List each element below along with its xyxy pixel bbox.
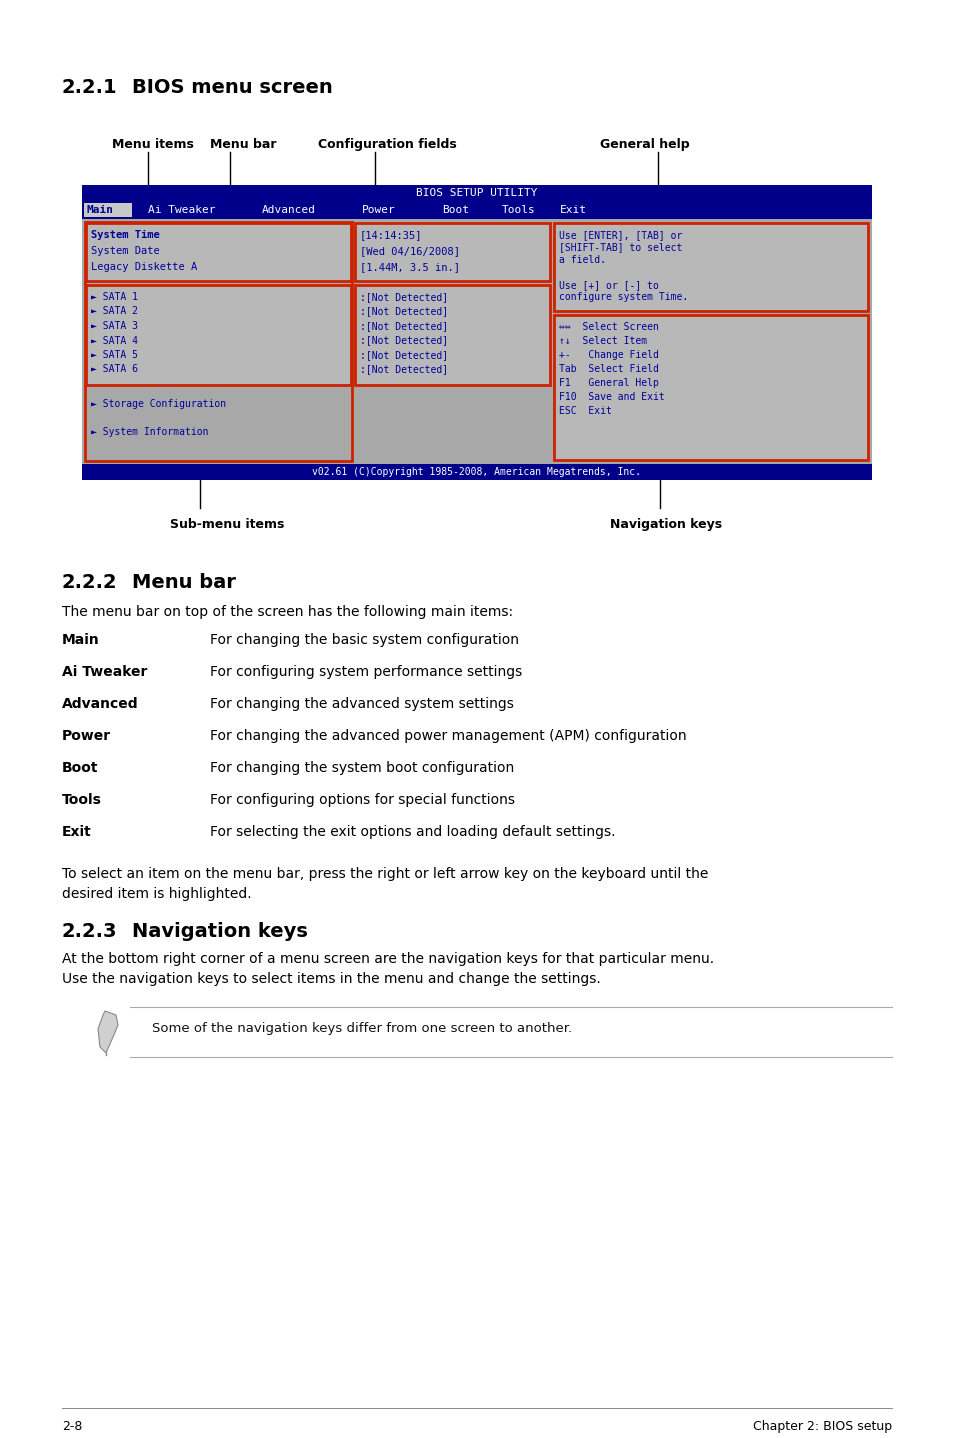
Text: Use the navigation keys to select items in the menu and change the settings.: Use the navigation keys to select items … bbox=[62, 972, 600, 986]
Text: ESC  Exit: ESC Exit bbox=[558, 406, 611, 416]
Text: ⇔⇔  Select Screen: ⇔⇔ Select Screen bbox=[558, 322, 659, 332]
Polygon shape bbox=[98, 1011, 118, 1053]
Text: Chapter 2: BIOS setup: Chapter 2: BIOS setup bbox=[752, 1419, 891, 1434]
Text: Boot: Boot bbox=[441, 206, 469, 216]
Text: Some of the navigation keys differ from one screen to another.: Some of the navigation keys differ from … bbox=[152, 1022, 572, 1035]
Text: For configuring options for special functions: For configuring options for special func… bbox=[210, 792, 515, 807]
Text: Main: Main bbox=[62, 633, 100, 647]
Text: Power: Power bbox=[62, 729, 111, 743]
Text: Menu bar: Menu bar bbox=[210, 138, 276, 151]
Text: Power: Power bbox=[361, 206, 395, 216]
Text: a field.: a field. bbox=[558, 255, 605, 265]
Text: Advanced: Advanced bbox=[62, 697, 138, 710]
Text: :[Not Detected]: :[Not Detected] bbox=[359, 349, 448, 360]
Text: Exit: Exit bbox=[559, 206, 586, 216]
Text: Use [ENTER], [TAB] or: Use [ENTER], [TAB] or bbox=[558, 230, 681, 240]
Text: At the bottom right corner of a menu screen are the navigation keys for that par: At the bottom right corner of a menu scr… bbox=[62, 952, 714, 966]
Text: Exit: Exit bbox=[62, 825, 91, 838]
Text: v02.61 (C)Copyright 1985-2008, American Megatrends, Inc.: v02.61 (C)Copyright 1985-2008, American … bbox=[313, 467, 640, 477]
Bar bbox=[82, 219, 871, 464]
Text: [14:14:35]: [14:14:35] bbox=[359, 230, 422, 240]
Bar bbox=[554, 223, 867, 311]
Text: Tools: Tools bbox=[62, 792, 102, 807]
Text: :[Not Detected]: :[Not Detected] bbox=[359, 364, 448, 374]
Text: [1.44M, 3.5 in.]: [1.44M, 3.5 in.] bbox=[359, 262, 459, 272]
Text: Navigation keys: Navigation keys bbox=[132, 922, 308, 940]
Text: Advanced: Advanced bbox=[262, 206, 315, 216]
Text: ► System Information: ► System Information bbox=[91, 427, 209, 437]
Text: General help: General help bbox=[599, 138, 689, 151]
Text: Tools: Tools bbox=[501, 206, 536, 216]
Text: Boot: Boot bbox=[62, 761, 98, 775]
Text: System Time: System Time bbox=[91, 230, 159, 240]
Text: For changing the advanced system settings: For changing the advanced system setting… bbox=[210, 697, 514, 710]
Text: 2.2.2: 2.2.2 bbox=[62, 572, 117, 592]
Text: 2.2.1: 2.2.1 bbox=[62, 78, 117, 96]
Bar bbox=[86, 285, 351, 385]
Text: ► SATA 6: ► SATA 6 bbox=[91, 364, 138, 374]
Text: Legacy Diskette A: Legacy Diskette A bbox=[91, 262, 197, 272]
Text: F1   General Help: F1 General Help bbox=[558, 378, 659, 388]
Text: Menu items: Menu items bbox=[112, 138, 193, 151]
Text: For selecting the exit options and loading default settings.: For selecting the exit options and loadi… bbox=[210, 825, 615, 838]
Text: ► SATA 2: ► SATA 2 bbox=[91, 306, 138, 316]
Bar bbox=[355, 223, 550, 280]
Bar bbox=[85, 221, 352, 462]
Text: :[Not Detected]: :[Not Detected] bbox=[359, 335, 448, 345]
Text: :[Not Detected]: :[Not Detected] bbox=[359, 306, 448, 316]
Text: Menu bar: Menu bar bbox=[132, 572, 235, 592]
Text: Ai Tweaker: Ai Tweaker bbox=[62, 664, 147, 679]
Bar bbox=[82, 464, 871, 480]
Text: [Wed 04/16/2008]: [Wed 04/16/2008] bbox=[359, 246, 459, 256]
Text: Tab  Select Field: Tab Select Field bbox=[558, 364, 659, 374]
Text: Use [+] or [-] to: Use [+] or [-] to bbox=[558, 280, 659, 290]
Text: For configuring system performance settings: For configuring system performance setti… bbox=[210, 664, 521, 679]
Text: Main: Main bbox=[87, 206, 113, 216]
Text: F10  Save and Exit: F10 Save and Exit bbox=[558, 393, 664, 403]
Text: BIOS SETUP UTILITY: BIOS SETUP UTILITY bbox=[416, 188, 537, 198]
Text: To select an item on the menu bar, press the right or left arrow key on the keyb: To select an item on the menu bar, press… bbox=[62, 867, 708, 881]
Text: Configuration fields: Configuration fields bbox=[317, 138, 456, 151]
Text: Sub-menu items: Sub-menu items bbox=[170, 518, 284, 531]
Text: ► SATA 4: ► SATA 4 bbox=[91, 335, 138, 345]
Text: Ai Tweaker: Ai Tweaker bbox=[148, 206, 215, 216]
Bar bbox=[355, 285, 550, 385]
Bar bbox=[86, 223, 351, 280]
Text: ► SATA 1: ► SATA 1 bbox=[91, 292, 138, 302]
Text: ↑↓  Select Item: ↑↓ Select Item bbox=[558, 336, 646, 347]
Text: configure system Time.: configure system Time. bbox=[558, 292, 687, 302]
Text: The menu bar on top of the screen has the following main items:: The menu bar on top of the screen has th… bbox=[62, 605, 513, 618]
Text: Navigation keys: Navigation keys bbox=[609, 518, 721, 531]
Text: BIOS menu screen: BIOS menu screen bbox=[132, 78, 333, 96]
Bar bbox=[82, 186, 871, 480]
Text: desired item is highlighted.: desired item is highlighted. bbox=[62, 887, 252, 902]
Text: [SHIFT-TAB] to select: [SHIFT-TAB] to select bbox=[558, 243, 681, 253]
Text: For changing the basic system configuration: For changing the basic system configurat… bbox=[210, 633, 518, 647]
Text: 2.2.3: 2.2.3 bbox=[62, 922, 117, 940]
Text: :[Not Detected]: :[Not Detected] bbox=[359, 321, 448, 331]
Text: ► SATA 5: ► SATA 5 bbox=[91, 349, 138, 360]
Text: System Date: System Date bbox=[91, 246, 159, 256]
Text: +-   Change Field: +- Change Field bbox=[558, 349, 659, 360]
Text: :[Not Detected]: :[Not Detected] bbox=[359, 292, 448, 302]
Text: ► Storage Configuration: ► Storage Configuration bbox=[91, 398, 226, 408]
Text: For changing the advanced power management (APM) configuration: For changing the advanced power manageme… bbox=[210, 729, 686, 743]
Text: ► SATA 3: ► SATA 3 bbox=[91, 321, 138, 331]
Text: 2-8: 2-8 bbox=[62, 1419, 82, 1434]
Bar bbox=[84, 203, 132, 217]
Bar bbox=[554, 315, 867, 460]
Text: For changing the system boot configuration: For changing the system boot configurati… bbox=[210, 761, 514, 775]
